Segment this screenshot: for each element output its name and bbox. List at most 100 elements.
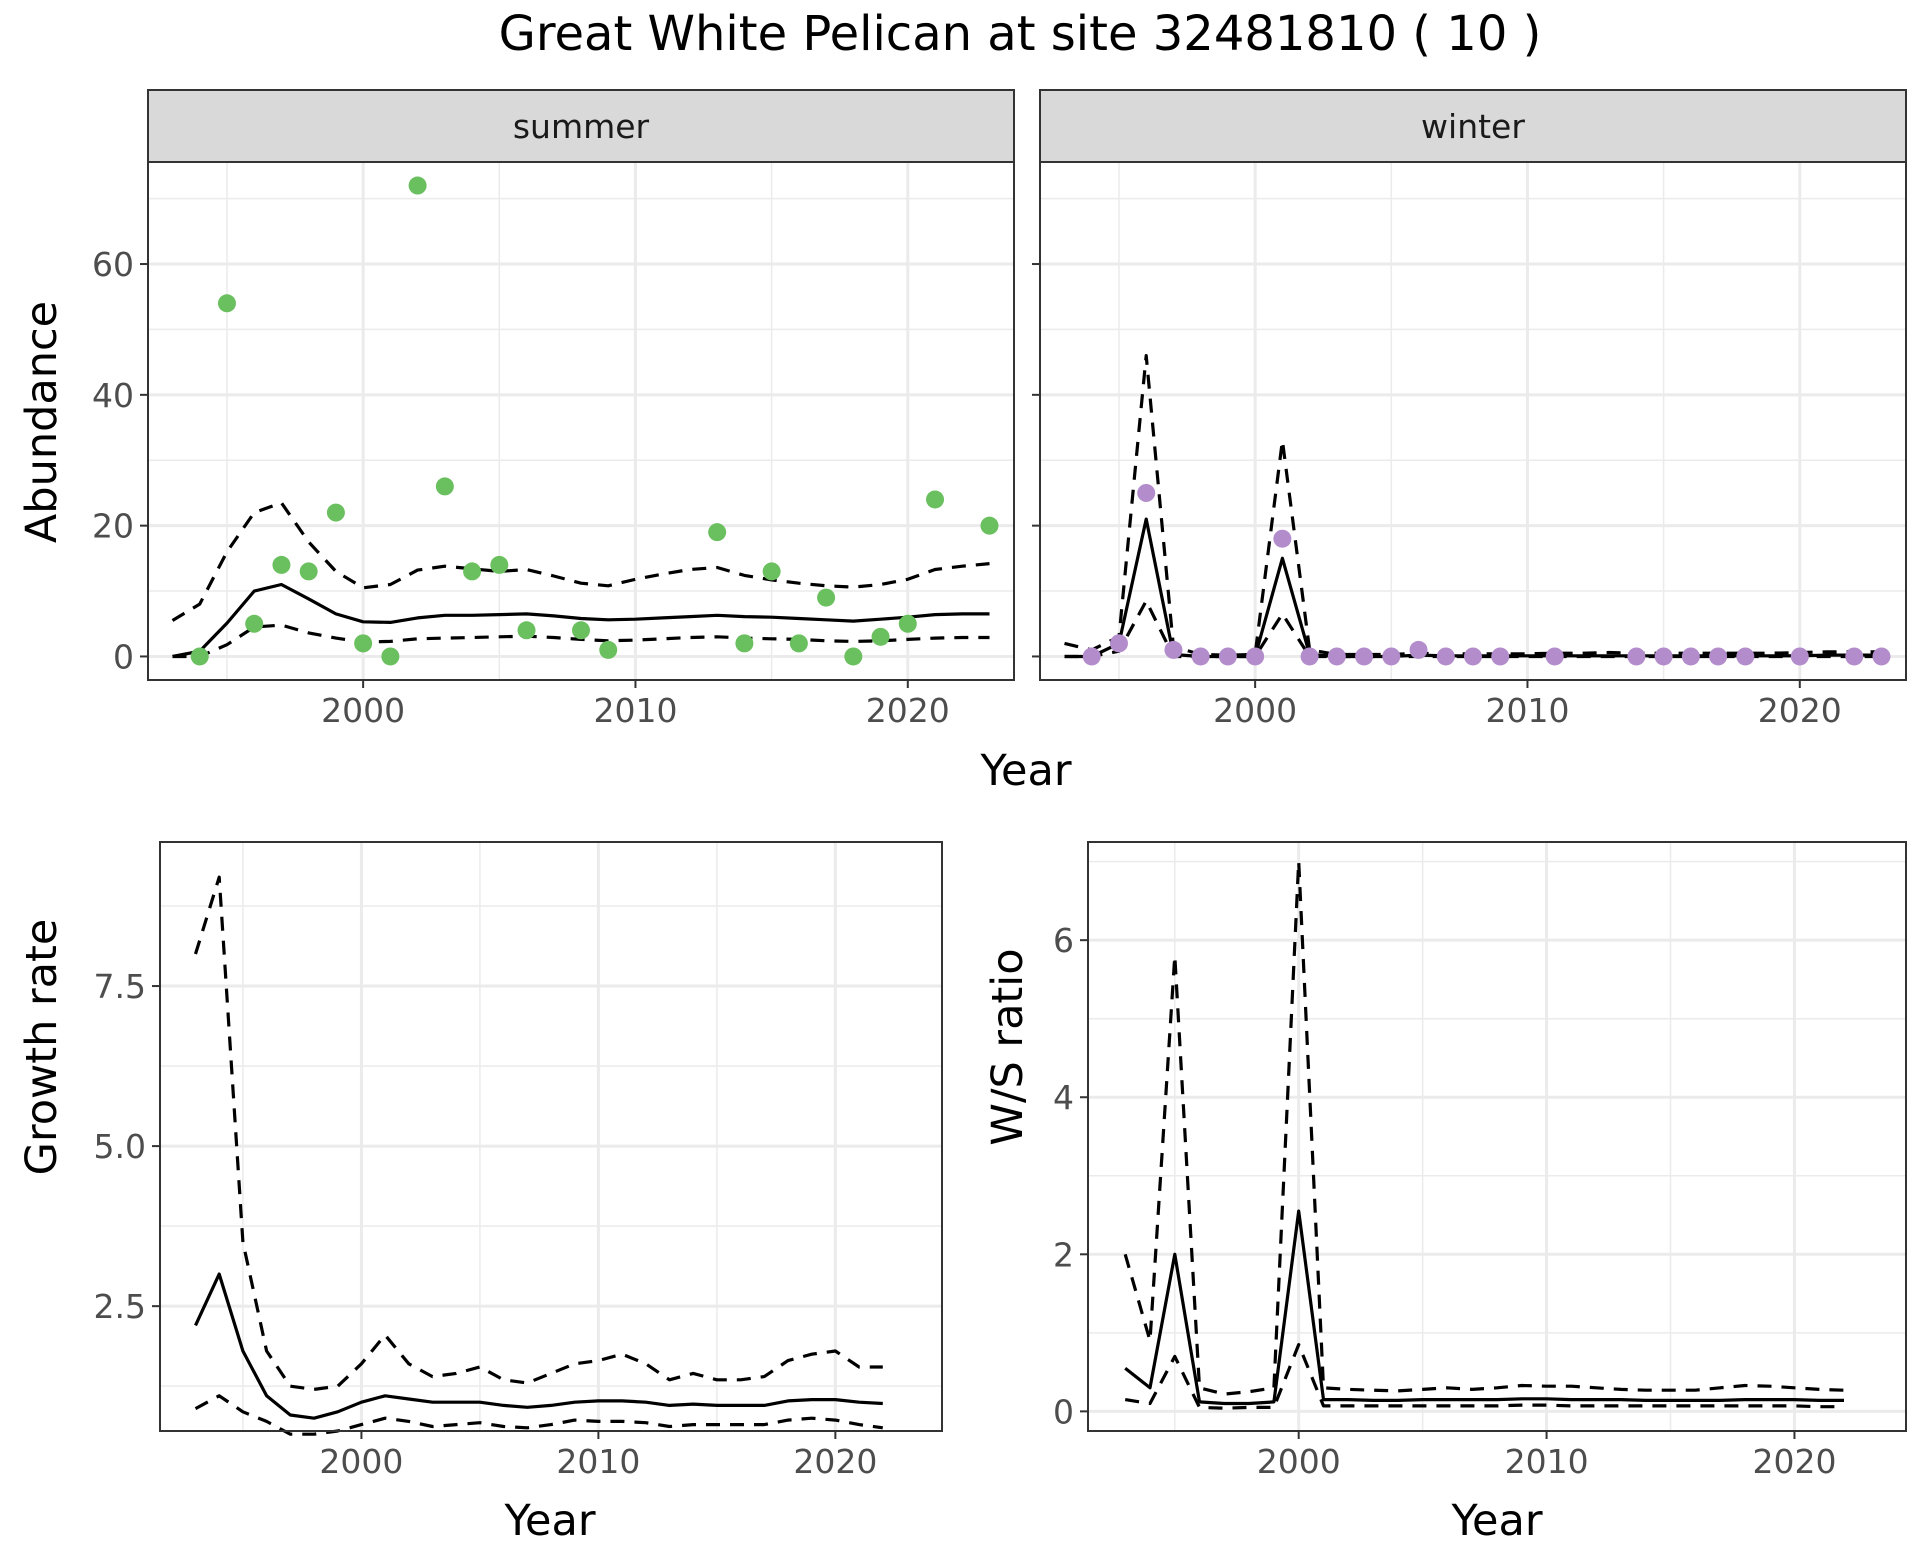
y-tick-label: 7.5 <box>94 967 146 1006</box>
data-point <box>1109 634 1128 653</box>
x-tick-label: 2020 <box>793 1442 877 1481</box>
data-point <box>408 176 427 195</box>
panel-border <box>147 161 1015 681</box>
ci-dashed-line <box>193 875 883 1392</box>
data-point <box>1709 647 1728 666</box>
gridlines <box>160 842 942 1431</box>
data-point <box>1355 647 1374 666</box>
data-point <box>299 562 318 581</box>
x-tick-label: 2020 <box>1758 691 1842 730</box>
panel-border <box>1039 161 1907 681</box>
data-point <box>898 614 917 633</box>
data-point <box>1409 640 1428 659</box>
data-point <box>1300 647 1319 666</box>
data-point <box>517 621 536 640</box>
data-point <box>1491 647 1510 666</box>
x-axis-title-ws-ratio: Year <box>1450 1496 1542 1546</box>
x-tick-label: 2000 <box>319 1442 403 1481</box>
data-point <box>435 477 454 496</box>
data-point <box>1082 647 1101 666</box>
data-point <box>844 647 863 666</box>
x-axis-title-growth-rate: Year <box>503 1496 595 1546</box>
data-point <box>1436 647 1455 666</box>
x-tick-label: 2000 <box>1257 1442 1341 1481</box>
data-point <box>463 562 482 581</box>
gridlines <box>1088 842 1906 1431</box>
y-axis-title-ws-ratio: W/S ratio <box>983 948 1033 1145</box>
data-point <box>1845 647 1864 666</box>
data-point <box>354 634 373 653</box>
y-tick-label: 0 <box>113 637 134 676</box>
data-point <box>490 555 509 574</box>
data-point <box>1464 647 1482 666</box>
data-point <box>1246 647 1265 666</box>
panel-border <box>159 841 943 1432</box>
y-tick-label: 4 <box>1053 1078 1074 1117</box>
ci-dashed-line <box>171 501 990 622</box>
data-point <box>217 294 236 313</box>
data-point <box>1627 647 1646 666</box>
panel-abundance-summer: summer Abundance 2000 2010 2020 0 20 40 60 <box>17 89 1015 730</box>
data-point <box>381 647 400 666</box>
data-point <box>1191 647 1210 666</box>
facet-strip-label-winter: winter <box>1421 107 1525 146</box>
data-point <box>1681 647 1700 666</box>
y-tick-label: 0 <box>1053 1392 1074 1431</box>
facet-strip-summer <box>147 89 1015 163</box>
data-point <box>1872 647 1891 666</box>
data-point <box>1736 647 1755 666</box>
x-tick-label: 2010 <box>1505 1442 1589 1481</box>
data-point <box>190 647 209 666</box>
y-tick-label: 5.0 <box>94 1127 146 1166</box>
ci-dashed-line <box>194 1394 884 1436</box>
mean-line <box>172 582 990 659</box>
x-tick-label: 2000 <box>321 691 405 730</box>
data-point <box>1327 647 1346 666</box>
x-tick-label: 2000 <box>1213 691 1297 730</box>
y-tick-label: 2.5 <box>94 1287 146 1326</box>
data-point <box>326 503 345 522</box>
y-tick-label: 6 <box>1053 921 1074 960</box>
panel-abundance-winter: winter 2000 2010 2020 <box>1032 89 1907 730</box>
x-tick-label: 2010 <box>593 691 677 730</box>
x-tick-label: 2020 <box>1752 1442 1836 1481</box>
y-tick-label: 2 <box>1053 1235 1074 1274</box>
data-point <box>1273 529 1292 548</box>
data-point <box>1654 647 1673 666</box>
x-axis-title-abundance: Year <box>979 746 1071 796</box>
ci-dashed-line <box>172 623 990 659</box>
data-point <box>1790 647 1809 666</box>
panel-growth-rate: Growth rate Year 2000 2010 2020 2.5 5.0 7.5 <box>17 841 943 1546</box>
data-point <box>980 516 999 535</box>
data-point <box>1218 647 1237 666</box>
data-point <box>926 490 945 509</box>
data-point <box>272 555 291 574</box>
x-tick-label: 2010 <box>556 1442 640 1481</box>
data-point <box>572 621 590 640</box>
data-point <box>1545 647 1564 666</box>
data-point <box>817 588 836 607</box>
data-point <box>1137 483 1156 502</box>
data-point <box>599 640 618 659</box>
data-point <box>1382 647 1401 666</box>
y-axis-title-abundance: Abundance <box>17 301 67 543</box>
y-tick-label: 60 <box>92 245 134 284</box>
panel-ws-ratio: W/S ratio Year 2000 2010 2020 0 2 4 6 <box>983 841 1907 1546</box>
facet-strip-label-summer: summer <box>513 107 650 146</box>
x-tick-label: 2010 <box>1485 691 1569 730</box>
data-point <box>871 627 890 646</box>
facet-strip-winter <box>1039 89 1907 163</box>
y-axis-title-growth-rate: Growth rate <box>17 919 67 1176</box>
figure-title: Great White Pelican at site 32481810 ( 1… <box>499 6 1542 62</box>
data-point <box>762 562 781 581</box>
y-tick-label: 40 <box>92 376 134 415</box>
data-point <box>735 634 754 653</box>
data-point <box>245 614 264 633</box>
x-tick-label: 2020 <box>866 691 950 730</box>
data-point <box>708 523 727 542</box>
y-tick-label: 20 <box>92 507 134 546</box>
mean-line <box>194 1272 883 1420</box>
data-point <box>1164 640 1183 659</box>
